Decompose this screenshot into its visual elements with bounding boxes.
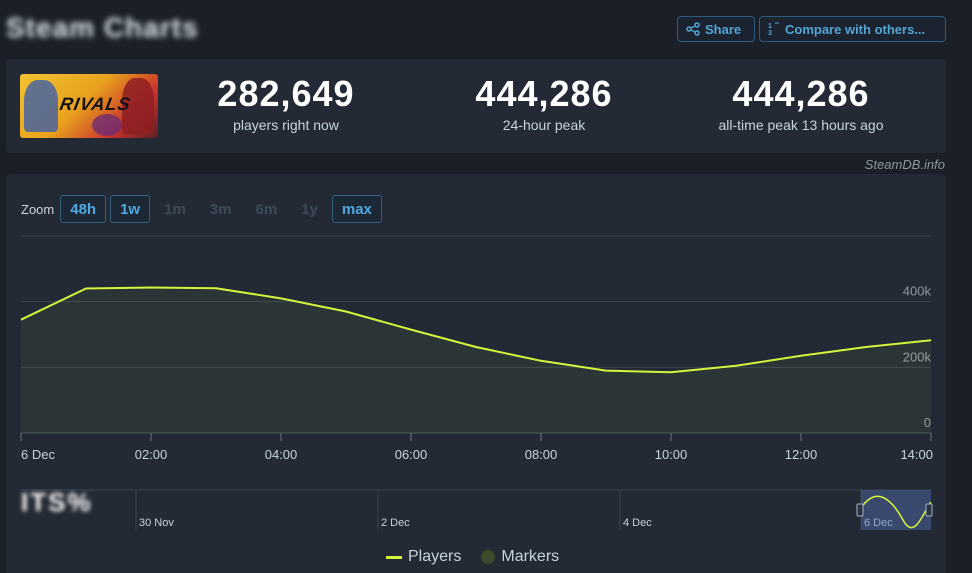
markers-dot-swatch [481,550,496,564]
chart-legend: Players Markers [386,548,559,566]
navigator-series-line [860,495,932,529]
x-tick-label: 12:00 [785,447,818,462]
svg-text:3: 3 [768,30,772,36]
x-tick-label: 06:00 [395,447,428,462]
legend-label: Players [408,548,462,565]
compare-label: Compare with others... [785,21,926,37]
x-tick-label: 14:00 [900,447,933,462]
stat-label: 24-hour peak [502,117,586,133]
zoom-1y-button[interactable]: 1y [301,200,318,218]
hero-figure [24,80,58,132]
stats-card: RIVALS 282,649 players right now 444,286… [6,59,946,153]
legend-label: Markers [501,548,560,565]
zoom-3m-button[interactable]: 3m [209,200,232,218]
share-button[interactable]: Share [677,16,755,42]
stat-24h-peak: 444,286 24-hour peak [454,73,634,133]
stat-all-time-peak: 444,286 all-time peak 13 hours ago [696,73,906,133]
players-series-line [20,286,932,374]
stat-value: 444,286 [732,73,870,114]
navigator-date-label: 2 Dec [381,517,410,529]
navigator-handle-right [925,503,933,517]
zoom-6m-button[interactable]: 6m [255,200,278,218]
stat-value: 282,649 [217,73,355,114]
zoom-controls: Zoom 48h 1w 1m 3m 6m 1y max [21,195,382,223]
x-tick-label: 04:00 [265,447,298,462]
players-area [21,287,931,433]
navigator-handle-left [856,503,864,517]
navigator-date-label: 30 Nov [139,517,174,529]
x-tick-label: 08:00 [525,447,558,462]
player-count-chart[interactable]: 0 200k 400k 6 Dec 02:00 04:00 06:00 08:00 10:00 1… [6,174,946,573]
chart-card: Zoom 48h 1w 1m 3m 6m 1y max 0 200k 400k 6 D… [6,174,946,573]
zoom-48h-button[interactable]: 48h [60,195,107,223]
share-label: Share [705,21,742,37]
hero-figure [122,78,154,134]
players-line-swatch [386,555,402,559]
share-icon [686,22,700,36]
stat-label: players right now [233,117,339,133]
y-tick-label: 200k [903,349,932,364]
game-logo: RIVALS [58,94,133,114]
hero-figure [92,114,122,136]
zoom-max-button[interactable]: max [331,195,382,223]
zoom-1w-button[interactable]: 1w [110,195,151,223]
zoom-label: Zoom [21,201,55,217]
stat-label: all-time peak 13 hours ago [718,117,884,133]
y-tick-label: 400k [903,284,932,299]
zoom-1m-button[interactable]: 1m [164,200,186,218]
legend-item-players[interactable]: Players [386,548,461,566]
page-title: Steam Charts [6,12,199,43]
navigator-date-label: 4 Dec [623,517,652,529]
game-cover-image[interactable]: RIVALS [20,74,158,138]
sort-numeric-icon: 13 [768,22,779,36]
stat-current-players: 282,649 players right now [196,73,376,133]
svg-text:1: 1 [768,23,772,30]
y-tick-label: 0 [924,415,931,430]
x-tick-label: 02:00 [135,447,168,462]
stat-value: 444,286 [475,73,613,114]
navigator-date-label: 6 Dec [864,517,893,529]
x-tick-label: 6 Dec [21,447,55,462]
navigator-logo: ITS% [21,487,93,517]
legend-item-markers[interactable]: Markers [481,548,559,566]
steamdb-watermark[interactable]: SteamDB.info [864,157,945,172]
x-tick-label: 10:00 [655,447,688,462]
